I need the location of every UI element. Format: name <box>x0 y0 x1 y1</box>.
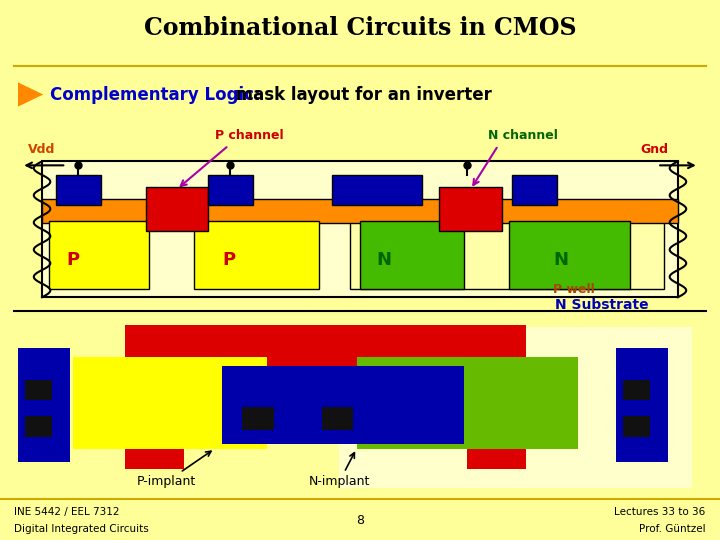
Bar <box>73 357 266 449</box>
Bar <box>24 416 53 437</box>
Bar <box>623 416 650 437</box>
Text: Gnd: Gnd <box>640 143 668 157</box>
Bar <box>512 176 557 205</box>
Bar <box>508 221 629 289</box>
Text: P: P <box>66 251 80 269</box>
Text: Combinational Circuits in CMOS: Combinational Circuits in CMOS <box>144 16 576 40</box>
Bar <box>49 221 149 289</box>
Bar <box>208 176 253 205</box>
Bar <box>333 176 422 205</box>
Text: Prof. Güntzel: Prof. Güntzel <box>639 524 706 534</box>
Polygon shape <box>18 82 43 106</box>
Text: 8: 8 <box>356 514 364 527</box>
Bar <box>194 221 318 289</box>
Bar <box>356 357 577 449</box>
Bar <box>360 221 464 289</box>
Bar <box>42 161 678 297</box>
Text: N: N <box>377 251 392 269</box>
Text: P-implant: P-implant <box>137 451 211 488</box>
Bar <box>623 380 650 400</box>
Bar <box>616 348 667 462</box>
Bar <box>56 176 101 205</box>
Text: P well: P well <box>554 283 595 296</box>
Text: N-implant: N-implant <box>309 453 370 488</box>
Bar <box>42 199 678 224</box>
Text: N: N <box>553 251 568 269</box>
Text: Lectures 33 to 36: Lectures 33 to 36 <box>614 507 706 517</box>
Text: INE 5442 / EEL 7312: INE 5442 / EEL 7312 <box>14 507 120 517</box>
Bar <box>339 327 692 488</box>
Text: P channel: P channel <box>215 130 284 143</box>
Text: Complementary Logic:: Complementary Logic: <box>50 85 261 104</box>
Text: mask layout for an inverter: mask layout for an inverter <box>230 85 492 104</box>
Text: Digital Integrated Circuits: Digital Integrated Circuits <box>14 524 149 534</box>
Bar <box>243 407 274 430</box>
Bar <box>145 187 208 231</box>
Text: N channel: N channel <box>488 130 558 143</box>
Text: Vdd: Vdd <box>28 143 55 157</box>
Text: N Substrate: N Substrate <box>555 298 649 312</box>
Bar <box>222 366 464 444</box>
Bar <box>18 348 70 462</box>
Bar <box>439 187 502 231</box>
Bar <box>350 205 664 289</box>
Bar <box>125 350 184 469</box>
Bar <box>125 325 526 366</box>
Text: P: P <box>222 251 235 269</box>
Bar <box>322 407 353 430</box>
Bar <box>24 380 53 400</box>
Bar <box>467 350 526 469</box>
